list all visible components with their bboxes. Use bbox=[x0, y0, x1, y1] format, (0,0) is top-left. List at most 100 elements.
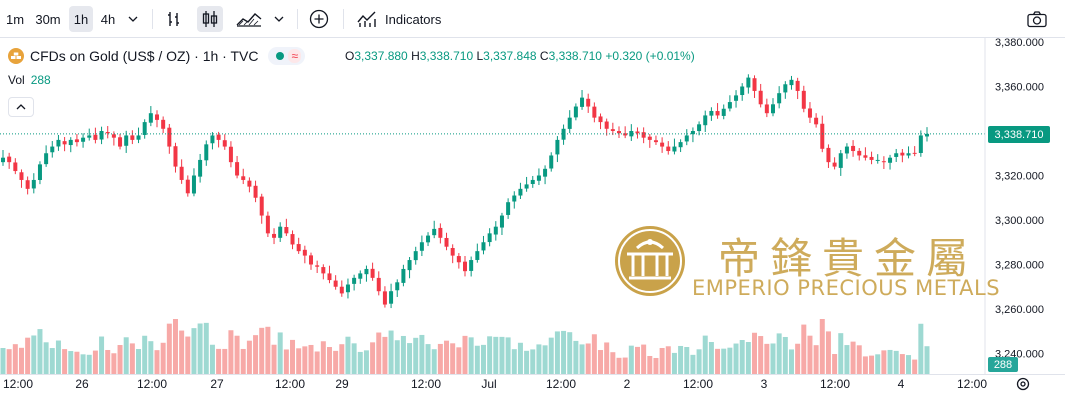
current-volume-label: 288 bbox=[988, 357, 1018, 372]
candle-body bbox=[358, 273, 363, 279]
candle-body bbox=[592, 106, 597, 118]
volume-bar bbox=[160, 342, 166, 374]
interval-4h-button[interactable]: 4h bbox=[100, 11, 116, 27]
volume-bar bbox=[899, 354, 905, 374]
volume-bar bbox=[308, 344, 314, 374]
compare-add-symbol-icon[interactable] bbox=[306, 6, 332, 32]
candle-body bbox=[617, 131, 621, 134]
volume-bar bbox=[129, 343, 135, 374]
candle-body bbox=[530, 179, 535, 185]
high-value: 3,338.710 bbox=[419, 49, 474, 63]
volume-bar bbox=[425, 344, 431, 374]
volume-bar bbox=[197, 323, 203, 374]
volume-bar bbox=[801, 324, 807, 374]
volume-bar bbox=[363, 350, 369, 374]
candle-body bbox=[62, 141, 67, 145]
volume-label: Vol bbox=[8, 73, 25, 87]
symbol-title[interactable]: CFDs on Gold (US$ / OZ) · 1h · TVC bbox=[30, 48, 259, 64]
candle-body bbox=[660, 142, 665, 147]
volume-bar bbox=[74, 351, 80, 374]
volume-bar bbox=[573, 340, 579, 374]
candle-body bbox=[875, 159, 880, 161]
candle-body bbox=[512, 195, 517, 202]
settings-gear-icon[interactable] bbox=[1015, 376, 1031, 397]
candle-body bbox=[894, 153, 899, 157]
bar-chart-style-icon[interactable] bbox=[161, 6, 187, 32]
candle-body bbox=[118, 137, 123, 147]
chevron-down-icon[interactable] bbox=[270, 6, 288, 32]
volume-bar bbox=[480, 344, 486, 374]
time-tick-label: 12:00 bbox=[275, 377, 305, 391]
volume-bar bbox=[92, 350, 98, 374]
interval-1m-button[interactable]: 1m bbox=[5, 11, 25, 27]
low-value: 3,337.848 bbox=[483, 49, 537, 63]
open-key: O bbox=[345, 49, 355, 63]
volume-bar bbox=[12, 344, 18, 374]
candle-body bbox=[826, 147, 831, 163]
volume-bar bbox=[856, 345, 862, 374]
candle-body bbox=[191, 175, 196, 194]
volume-bar bbox=[493, 336, 499, 374]
candle-body bbox=[518, 188, 523, 196]
candle-body bbox=[709, 110, 714, 116]
market-status-pill[interactable]: ≈ bbox=[268, 47, 306, 65]
low-key: L bbox=[476, 49, 484, 63]
chevron-down-icon[interactable] bbox=[123, 6, 143, 32]
volume-bar bbox=[881, 350, 887, 374]
candle-body bbox=[56, 139, 61, 147]
candles-chart-style-icon[interactable] bbox=[197, 6, 223, 32]
candle-body bbox=[167, 127, 172, 147]
candle-body bbox=[727, 102, 732, 109]
collapse-legend-button[interactable] bbox=[8, 97, 34, 117]
candle-body bbox=[888, 157, 893, 163]
volume-bar bbox=[788, 349, 794, 374]
volume-bar bbox=[123, 337, 129, 374]
camera-icon[interactable] bbox=[1024, 6, 1050, 32]
volume-bar bbox=[610, 352, 616, 374]
candle-body bbox=[31, 179, 36, 189]
indicators-button[interactable]: Indicators bbox=[353, 6, 453, 32]
candle-body bbox=[309, 255, 313, 265]
volume-bar bbox=[148, 341, 154, 374]
time-tick-label: 12:00 bbox=[546, 377, 576, 391]
volume-bar bbox=[326, 347, 332, 374]
close-value: 3,338.710 bbox=[548, 49, 602, 63]
candle-body bbox=[235, 162, 240, 176]
candle-body bbox=[469, 260, 474, 271]
candle-body bbox=[241, 176, 246, 180]
volume-bar bbox=[702, 335, 708, 374]
interval-30m-button[interactable]: 30m bbox=[35, 11, 61, 27]
time-tick-label: 26 bbox=[75, 377, 89, 391]
time-axis[interactable]: 12:00 26 12:00 27 12:00 29 12:00 Jul 12:00 2 12:00… bbox=[0, 374, 1065, 392]
area-chart-style-icon[interactable] bbox=[233, 6, 265, 32]
candle-body bbox=[573, 106, 578, 118]
candle-body bbox=[432, 228, 437, 236]
volume-bar bbox=[862, 356, 868, 374]
volume-bar bbox=[906, 355, 912, 374]
price-axis[interactable]: 3,380.0003,360.0003,340.0003,320.0003,30… bbox=[984, 38, 1044, 374]
volume-value: 288 bbox=[30, 73, 51, 87]
market-open-dot bbox=[276, 52, 285, 60]
price-chart[interactable]: 3,380.0003,360.0003,340.0003,320.0003,30… bbox=[0, 38, 1065, 404]
candle-body bbox=[155, 114, 159, 120]
candle-body bbox=[456, 256, 461, 263]
volume-bar bbox=[585, 343, 591, 374]
volume-bar bbox=[240, 348, 246, 374]
price-tick-label: 3,300.000 bbox=[995, 215, 1044, 227]
interval-1h-button[interactable]: 1h bbox=[69, 6, 93, 32]
candle-body bbox=[87, 135, 92, 138]
close-key: C bbox=[539, 49, 549, 63]
volume-bar bbox=[296, 348, 302, 374]
candle-body bbox=[216, 134, 221, 140]
candle-body bbox=[851, 145, 856, 152]
volume-bar bbox=[179, 330, 185, 374]
volume-bar bbox=[228, 330, 234, 374]
volume-bar bbox=[407, 343, 413, 374]
candle-body bbox=[844, 146, 849, 154]
volume-bar bbox=[517, 342, 523, 374]
candle-body bbox=[666, 146, 671, 152]
volume-bar bbox=[18, 347, 24, 374]
volume-bar bbox=[825, 331, 831, 374]
volume-bar bbox=[567, 332, 573, 374]
volume-bar bbox=[659, 347, 665, 374]
